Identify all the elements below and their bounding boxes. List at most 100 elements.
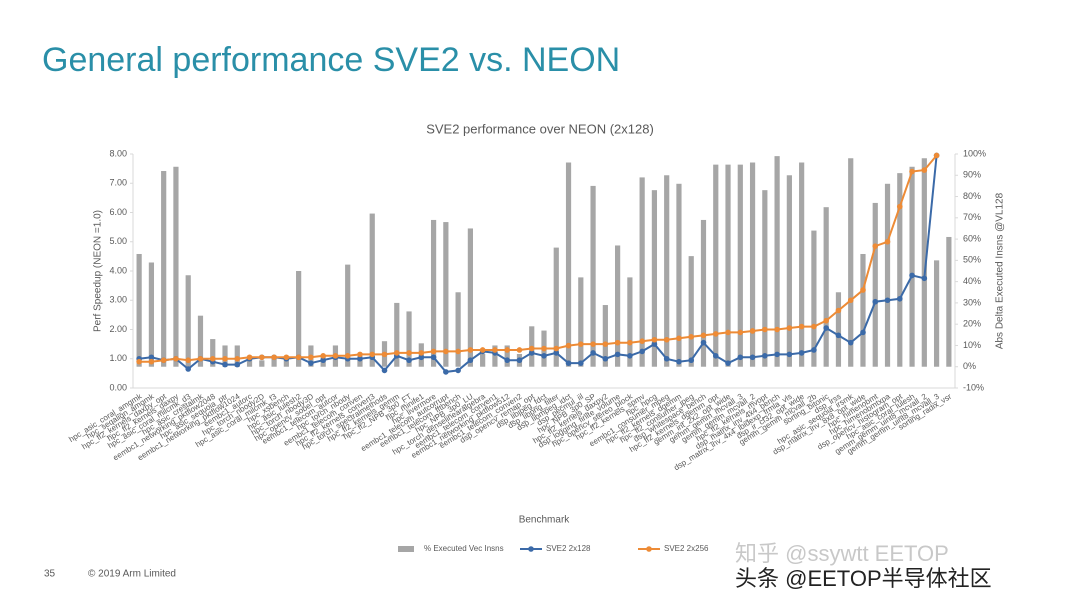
- line-marker: [602, 355, 609, 362]
- line-marker: [222, 355, 228, 362]
- bar: [737, 164, 743, 367]
- bar: [492, 345, 498, 367]
- bar: [148, 262, 155, 367]
- line-marker: [418, 350, 425, 356]
- line-marker: [173, 355, 179, 362]
- copyright: © 2019 Arm Limited: [88, 569, 176, 580]
- line-marker: [798, 350, 805, 356]
- line-marker: [602, 341, 609, 347]
- line-marker: [160, 357, 167, 364]
- line-marker: [639, 338, 645, 345]
- bar: [909, 166, 915, 367]
- bar: [553, 247, 559, 367]
- line-marker: [541, 345, 547, 352]
- bar: [283, 358, 289, 367]
- line-marker: [320, 357, 326, 364]
- y-tick-label: 6.00: [109, 207, 127, 217]
- line-marker: [565, 342, 572, 349]
- bar: [480, 353, 486, 367]
- y2-tick-label: 10%: [963, 340, 981, 350]
- y2-tick-label: 90%: [963, 170, 981, 180]
- line-marker: [308, 354, 314, 361]
- y2-tick-label: 30%: [963, 297, 981, 307]
- line-marker: [627, 339, 633, 346]
- bar: [835, 292, 842, 367]
- bar: [406, 311, 412, 367]
- line-marker: [578, 360, 584, 366]
- line-marker: [774, 326, 780, 333]
- bar: [210, 339, 216, 367]
- page-number: 35: [44, 569, 56, 580]
- line-marker: [737, 354, 744, 361]
- bar: [345, 264, 351, 367]
- line-marker: [786, 325, 793, 331]
- bar: [602, 305, 608, 367]
- line-marker: [909, 272, 915, 279]
- bar: [185, 275, 191, 367]
- y2-tick-label: 50%: [963, 255, 981, 265]
- bar: [700, 219, 707, 367]
- line-marker: [762, 353, 768, 359]
- bar: [860, 253, 866, 367]
- bar: [578, 277, 584, 367]
- line-marker: [308, 360, 314, 366]
- bar: [713, 164, 719, 367]
- chart: 0.00 1.00 2.00 3.00 4.00 5.00 6.00 7.00 8.00 -10%…: [67, 148, 986, 553]
- y-tick-label: 7.00: [109, 178, 127, 188]
- bar: [921, 158, 927, 367]
- y2-tick-label: 60%: [963, 233, 981, 243]
- line-marker: [148, 358, 155, 365]
- line-marker: [663, 336, 670, 343]
- bar: [664, 175, 670, 367]
- line-marker: [847, 339, 854, 346]
- line-marker: [786, 351, 793, 358]
- bar: [676, 183, 682, 367]
- line-marker: [357, 355, 363, 362]
- slide-title: General performance SVE2 vs. NEON: [42, 41, 620, 79]
- line-marker: [418, 354, 425, 361]
- line-marker: [381, 367, 388, 374]
- line-marker: [565, 360, 572, 366]
- bar: [173, 166, 179, 367]
- line-marker: [651, 336, 658, 343]
- line-marker: [835, 332, 842, 339]
- line-marker: [332, 353, 339, 359]
- x-axis-title: Benchmark: [519, 515, 571, 526]
- line-marker: [688, 334, 695, 340]
- line-marker: [455, 367, 461, 374]
- bar: [872, 202, 878, 367]
- bar: [933, 260, 940, 367]
- line-marker: [590, 350, 596, 356]
- line-marker: [430, 348, 437, 355]
- line-marker: [774, 351, 780, 358]
- line-marker: [234, 361, 241, 368]
- y2-tick-label: 20%: [963, 319, 981, 329]
- line-marker: [749, 354, 756, 361]
- bar: [627, 277, 633, 367]
- line-marker: [541, 353, 547, 359]
- bar: [161, 171, 167, 367]
- bar: [725, 164, 731, 367]
- line-marker: [479, 347, 486, 353]
- line-marker: [369, 351, 376, 358]
- line-marker: [688, 357, 695, 364]
- bar: [786, 175, 792, 367]
- bar: [762, 190, 768, 367]
- bar: [455, 292, 461, 367]
- line-marker: [467, 347, 474, 353]
- line-marker: [676, 335, 682, 342]
- line-marker: [896, 203, 903, 210]
- line-marker: [614, 351, 621, 358]
- line-marker: [590, 341, 596, 347]
- line-marker: [933, 152, 940, 159]
- line-marker: [811, 323, 817, 330]
- y2-tick-label: -10%: [963, 382, 984, 392]
- line-marker: [749, 328, 756, 334]
- bar: [799, 162, 805, 367]
- watermark: 头条 @EETOP半导体社区: [735, 566, 992, 591]
- line-marker: [528, 350, 535, 356]
- line-marker: [835, 307, 842, 314]
- line-marker: [737, 329, 744, 336]
- line-marker: [676, 358, 682, 365]
- bar: [197, 315, 204, 367]
